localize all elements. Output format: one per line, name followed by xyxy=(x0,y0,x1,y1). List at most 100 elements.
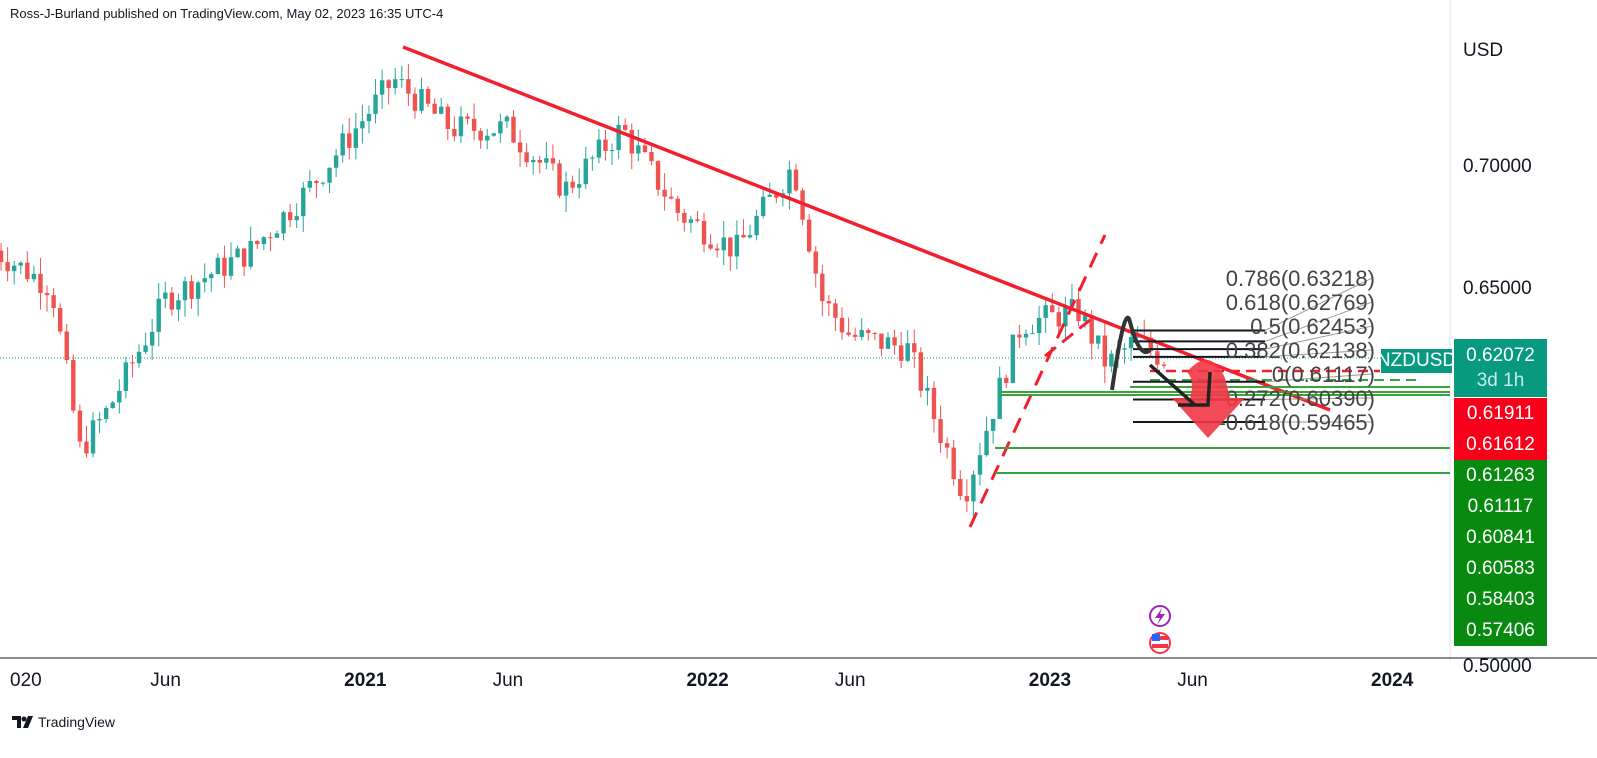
candle-body xyxy=(1161,364,1167,366)
candle-body xyxy=(1069,299,1075,307)
candle-body xyxy=(386,80,391,88)
candle-body xyxy=(629,129,634,154)
candle-body xyxy=(754,215,759,236)
candle-body xyxy=(268,237,273,239)
candle-body xyxy=(1102,335,1108,367)
candle-body xyxy=(1096,335,1101,344)
candle-body xyxy=(1010,334,1016,383)
candle-body xyxy=(84,441,89,454)
candle-body xyxy=(866,330,871,333)
candle-body xyxy=(274,233,280,238)
candle-body xyxy=(649,151,654,162)
uptrend-dashed-line xyxy=(968,234,1107,528)
candle-body xyxy=(373,94,378,114)
candle-body xyxy=(412,93,418,111)
candle-body xyxy=(944,443,950,448)
candle-body xyxy=(951,447,956,480)
candle-body xyxy=(465,116,470,119)
candle-body xyxy=(445,106,451,130)
candle-body xyxy=(353,128,359,148)
candle-body xyxy=(18,262,23,266)
candle-body xyxy=(1017,334,1022,338)
candle-body xyxy=(333,155,339,168)
candle-body xyxy=(925,387,930,391)
candle-body xyxy=(537,159,542,163)
candle-body xyxy=(590,157,595,159)
candle-body xyxy=(471,118,477,131)
candle-body xyxy=(399,79,405,81)
fib-label-leader xyxy=(1264,349,1373,358)
candle-body xyxy=(793,169,799,191)
candle-body xyxy=(189,281,194,299)
tradingview-footer[interactable]: TradingView xyxy=(12,714,115,730)
candle-body xyxy=(859,330,864,337)
time-tick: 2021 xyxy=(344,670,387,691)
candle-body xyxy=(714,248,720,251)
candle-body xyxy=(222,257,227,276)
candle-body xyxy=(478,130,483,141)
price-tick: 0.65000 xyxy=(1463,278,1532,299)
candle-body xyxy=(452,129,457,137)
fib-label: 0(0.61117) xyxy=(1272,362,1375,387)
candle-body xyxy=(997,377,1002,419)
candle-body xyxy=(603,139,608,151)
candle-body xyxy=(176,300,181,310)
candle-body xyxy=(885,337,891,349)
candle-body xyxy=(918,352,924,391)
candle-body xyxy=(905,343,910,361)
candle-body xyxy=(419,88,424,111)
candle-body xyxy=(1082,315,1088,322)
candle-body xyxy=(379,80,385,95)
candle-body xyxy=(563,181,569,196)
candle-body xyxy=(1023,333,1029,338)
candle-body xyxy=(31,273,37,280)
candle-body xyxy=(898,345,904,361)
candle-body xyxy=(1056,312,1062,327)
candle-body xyxy=(235,248,240,258)
candle-body xyxy=(202,278,207,283)
candle-body xyxy=(504,116,510,122)
candle-body xyxy=(728,237,733,257)
candle-body xyxy=(583,158,588,185)
projection-arrow-icon xyxy=(1148,363,1212,407)
candle-body xyxy=(71,360,76,411)
candle-body xyxy=(642,145,648,152)
candle-body xyxy=(833,303,838,318)
candle-body xyxy=(984,430,989,456)
candle-body xyxy=(281,212,286,234)
candle-body xyxy=(852,334,858,337)
candle-body xyxy=(820,273,825,302)
candle-body xyxy=(64,331,69,361)
candle-body xyxy=(544,158,549,163)
candle-body xyxy=(1050,305,1055,313)
time-tick: 2023 xyxy=(1029,670,1071,691)
candle-body xyxy=(261,237,267,245)
price-level-badge: 0.61263 xyxy=(1454,460,1547,491)
candle-body xyxy=(143,345,148,352)
fib-label-leader xyxy=(1264,301,1373,342)
candle-body xyxy=(616,124,621,151)
candle-body xyxy=(340,133,345,156)
candle-body xyxy=(44,293,50,296)
candle-body xyxy=(655,161,661,190)
channel-dashed-line xyxy=(1044,318,1091,358)
candle-body xyxy=(406,79,411,94)
candle-body xyxy=(675,198,680,213)
candle-body xyxy=(557,163,562,196)
candle-body xyxy=(366,113,372,122)
candle-body xyxy=(136,351,142,364)
fib-label: -0.618(0.59465) xyxy=(1218,410,1375,435)
candle-body xyxy=(248,240,253,267)
time-tick: 2022 xyxy=(686,670,728,691)
candle-body xyxy=(531,159,536,163)
fib-label-leader xyxy=(1264,397,1373,400)
candle-body xyxy=(813,251,818,274)
time-tick: Jun xyxy=(835,670,866,691)
candle-body xyxy=(806,219,812,252)
candle-body xyxy=(439,106,444,114)
candle-body xyxy=(1030,333,1035,335)
time-tick: Jun xyxy=(493,670,524,691)
candle-body xyxy=(51,295,56,309)
candle-body xyxy=(287,212,293,221)
